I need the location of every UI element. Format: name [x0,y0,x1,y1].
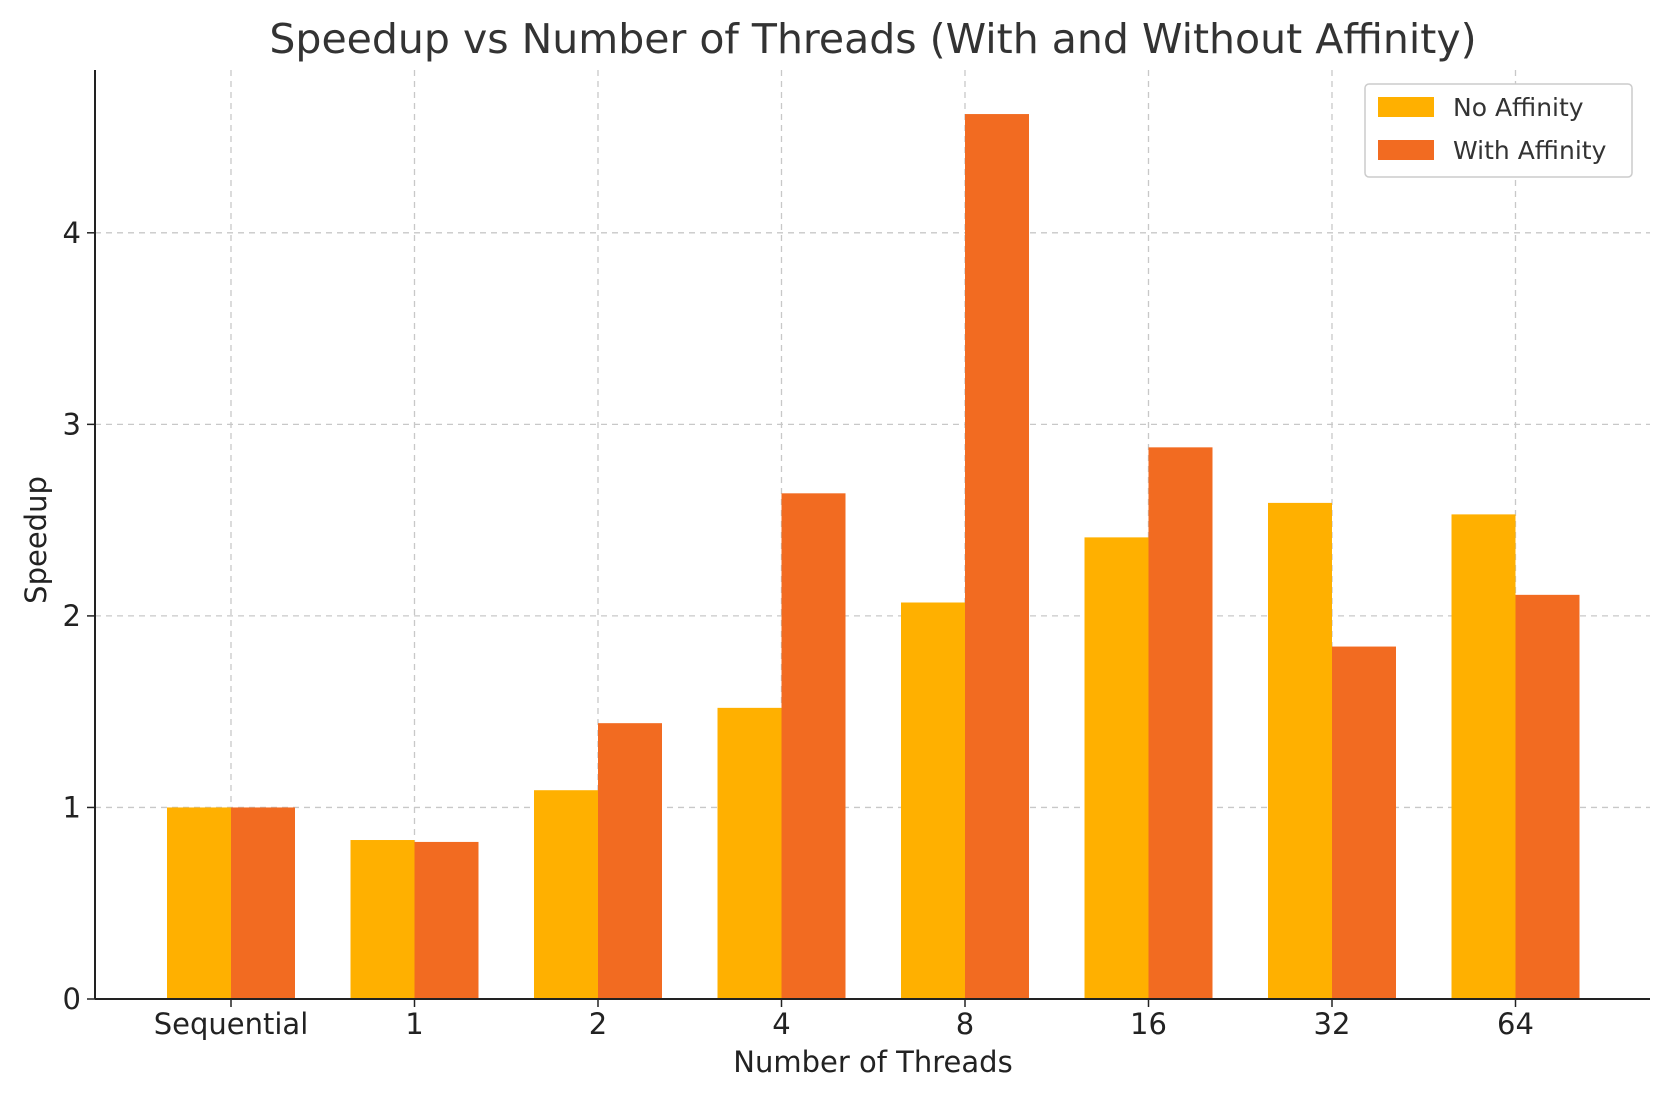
bar-no-affinity-16 [1084,537,1149,999]
bar-no-affinity-2 [534,790,598,999]
x-axis-label: Number of Threads [733,1045,1012,1079]
axes [94,70,1650,1000]
bar-no-affinity-32 [1268,502,1332,999]
bar-with-affinity-16 [1148,447,1213,999]
bar-with-affinity-4 [781,493,846,999]
y-tick-label-0: 0 [63,982,81,1016]
bar-no-affinity-4 [717,707,782,999]
bar-with-affinity-64 [1515,594,1580,999]
y-tick-label-2: 2 [63,599,81,633]
grid-lines [95,70,1650,999]
x-tick-label-2: 2 [589,1007,607,1041]
x-tick-label-64: 64 [1497,1007,1534,1041]
y-tick-label-1: 1 [63,790,81,824]
x-tick-label-1: 1 [405,1007,423,1041]
bar-no-affinity-8 [901,602,965,999]
x-tick-label-4: 4 [772,1007,790,1041]
bar-no-affinity-1 [350,840,415,999]
y-axis-label: Speedup [19,476,53,604]
x-tick-label-32: 32 [1314,1007,1351,1041]
legend-swatch-with-affinity [1378,140,1434,160]
legend-swatch-no-affinity [1378,97,1434,117]
bar-with-affinity-sequential [231,807,295,999]
x-tick-label-8: 8 [956,1007,974,1041]
bar-with-affinity-1 [414,841,479,999]
bars [167,114,1580,1000]
y-tick-label-4: 4 [63,216,81,250]
bar-with-affinity-8 [965,114,1029,1000]
legend-label-no-affinity: No Affinity [1453,93,1584,122]
bar-with-affinity-32 [1332,646,1396,999]
chart-title: Speedup vs Number of Threads (With and W… [269,15,1476,63]
legend-label-with-affinity: With Affinity [1453,136,1607,165]
x-tick-label-16: 16 [1130,1007,1167,1041]
bar-no-affinity-sequential [167,807,231,999]
x-tick-label-sequential: Sequential [154,1007,309,1041]
y-tick-label-3: 3 [63,407,81,441]
bar-no-affinity-64 [1451,514,1516,999]
y-tick-labels: 0 1 2 3 4 [63,216,95,1016]
legend: No Affinity With Affinity [1364,83,1633,178]
bar-with-affinity-2 [598,723,662,999]
x-tick-labels: Sequential 1 2 4 8 16 32 64 [154,999,1534,1041]
